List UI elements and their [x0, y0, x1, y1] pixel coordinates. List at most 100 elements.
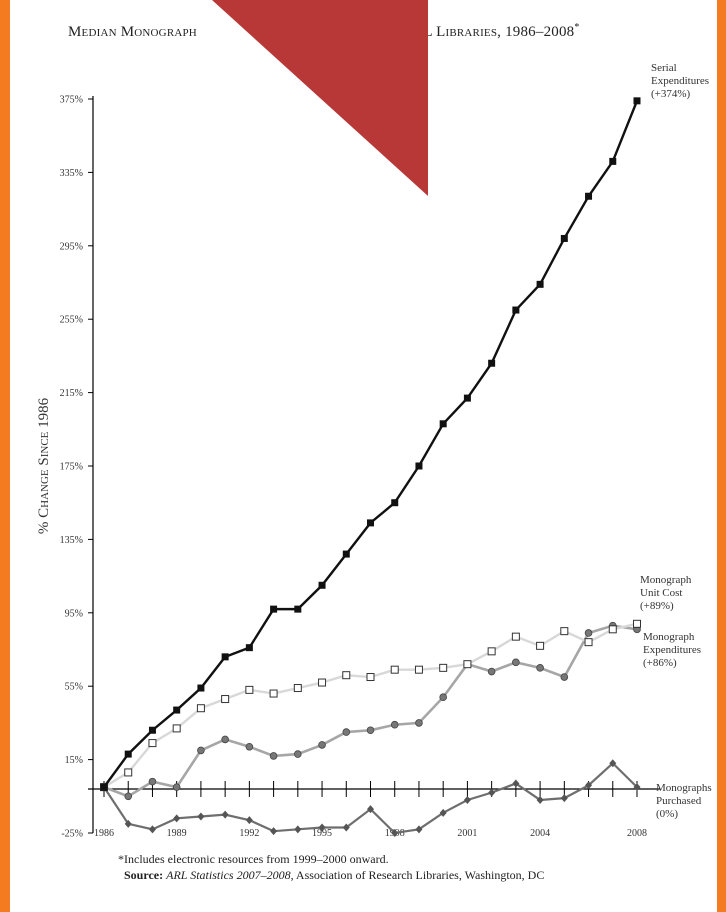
data-point — [124, 750, 132, 758]
source-label: Source: — [124, 868, 164, 882]
data-point — [173, 814, 181, 823]
data-point — [488, 788, 496, 797]
chart-title-tail: in ARL Libraries, 1986–2008 — [386, 24, 575, 40]
series-label: Expenditures — [651, 75, 709, 87]
series-label: Unit Cost — [640, 587, 682, 599]
data-point — [270, 605, 278, 613]
data-point — [221, 810, 229, 819]
data-point — [585, 192, 593, 200]
data-point — [270, 827, 278, 836]
data-point — [609, 157, 617, 165]
data-point — [172, 783, 181, 791]
data-point — [391, 499, 399, 507]
series-label: (+86%) — [643, 657, 677, 669]
x-tick-label: 1989 — [167, 828, 187, 839]
series-line — [103, 761, 638, 835]
data-point — [100, 783, 108, 791]
data-point — [318, 678, 327, 687]
data-point — [367, 805, 374, 814]
data-point — [633, 97, 641, 105]
data-point — [390, 665, 399, 674]
y-tick-label: 255% — [60, 315, 83, 326]
y-tick-label: 15% — [65, 755, 83, 766]
series-label: (0%) — [656, 808, 678, 820]
data-point — [245, 685, 254, 694]
data-point — [609, 759, 617, 768]
data-point — [415, 719, 423, 727]
series-label: (+89%) — [640, 600, 674, 612]
data-point — [269, 752, 278, 760]
chart-title-footnote-mark: * — [574, 22, 580, 33]
data-point — [366, 726, 375, 735]
data-point — [512, 306, 520, 314]
data-point — [487, 667, 496, 676]
data-point — [245, 816, 253, 825]
x-tick-label: 1995 — [312, 828, 332, 839]
y-tick-label: 95% — [65, 608, 83, 619]
data-point — [536, 641, 545, 650]
data-point — [463, 660, 472, 669]
y-tick-label: 335% — [60, 168, 83, 179]
data-point — [633, 619, 641, 628]
data-point — [536, 664, 544, 672]
data-point — [585, 781, 593, 790]
data-point — [463, 795, 471, 804]
data-point — [366, 673, 375, 682]
data-point — [391, 829, 399, 837]
data-point — [124, 792, 133, 801]
x-tick-label: 1986 — [94, 828, 114, 839]
data-point — [197, 684, 205, 692]
data-point — [197, 812, 205, 821]
y-tick-label: 55% — [65, 682, 83, 693]
data-point — [148, 777, 157, 786]
data-point — [584, 638, 593, 647]
data-point — [245, 742, 254, 751]
data-point — [294, 605, 302, 613]
data-point — [269, 689, 278, 698]
data-point — [584, 629, 593, 637]
data-point — [342, 823, 350, 832]
data-point — [342, 550, 350, 558]
data-point — [148, 739, 157, 748]
y-tick-label: -25% — [61, 829, 83, 840]
data-point — [511, 632, 520, 641]
source-rest: , Association of Research Libraries, Was… — [290, 868, 545, 882]
y-tick-label: 135% — [60, 535, 83, 546]
data-point — [414, 665, 423, 674]
data-point — [342, 728, 351, 736]
chart-title-main: Median Monograph — [68, 24, 197, 40]
series-label: Expenditures — [643, 644, 701, 656]
series-label: Monograph — [643, 631, 695, 643]
data-point — [439, 808, 447, 817]
y-tick-label: 295% — [60, 241, 83, 252]
x-tick-label: 1992 — [239, 828, 259, 839]
data-point — [463, 394, 471, 402]
data-point — [124, 768, 133, 777]
data-point — [560, 794, 568, 803]
data-point — [294, 750, 302, 758]
data-point — [439, 420, 447, 428]
data-point — [512, 779, 520, 788]
data-point — [488, 359, 496, 367]
series-label: Serial — [651, 62, 677, 74]
data-point — [173, 706, 181, 714]
data-point — [172, 724, 181, 733]
data-point — [487, 647, 496, 656]
data-point — [148, 825, 156, 834]
footnote: *Includes electronic resources from 1999… — [118, 852, 389, 866]
data-point — [367, 519, 374, 527]
data-point — [245, 644, 253, 652]
data-point — [342, 671, 351, 680]
series-label: Purchased — [656, 795, 702, 807]
source-title: ARL Statistics 2007–2008 — [166, 868, 291, 882]
chart-title: Median Monograph in ARL Libraries, 1986–2… — [68, 22, 708, 41]
data-point — [221, 695, 230, 704]
x-tick-label: 2001 — [457, 828, 477, 839]
data-point — [560, 673, 569, 681]
y-tick-label: 175% — [60, 462, 83, 473]
data-point — [124, 819, 132, 828]
data-point — [633, 783, 641, 792]
data-point — [415, 462, 423, 470]
data-point — [197, 746, 205, 755]
